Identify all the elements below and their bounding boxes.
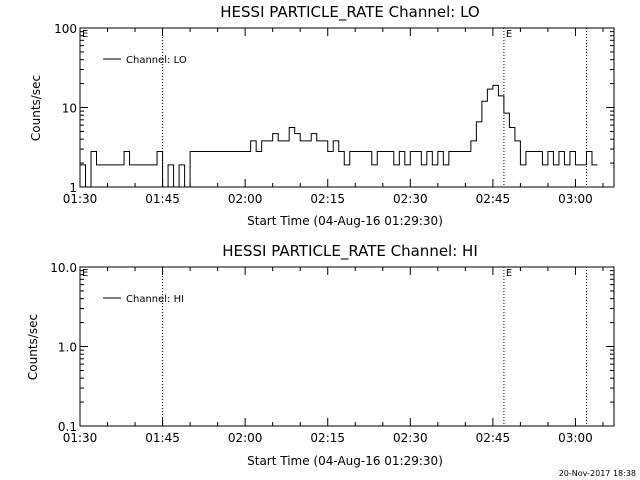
lo-chart-title: HESSI PARTICLE_RATE Channel: LO [220, 3, 479, 22]
lo-channel-panel: HESSI PARTICLE_RATE Channel: LO 01:30 01:… [29, 3, 615, 228]
x-tick-label: 01:45 [145, 431, 180, 445]
hi-y-axis-label: Counts/sec [26, 314, 40, 380]
lo-left-e-label: E [82, 29, 88, 40]
lo-x-axis-label: Start Time (04-Aug-16 01:29:30) [247, 214, 443, 228]
y-tick-label: 10 [62, 102, 77, 116]
x-tick-label: 02:15 [310, 431, 345, 445]
lo-y-ticks: 1 10 100 [54, 22, 614, 195]
x-tick-label: 02:00 [228, 192, 263, 206]
hi-chart-title: HESSI PARTICLE_RATE Channel: HI [222, 242, 478, 261]
x-tick-label: 02:30 [393, 431, 428, 445]
x-tick-label: 01:30 [63, 192, 98, 206]
hi-event-markers: E [162, 267, 587, 426]
y-tick-label: 10.0 [50, 261, 77, 275]
hi-legend-label: Channel: HI [126, 294, 184, 305]
x-tick-label: 02:45 [476, 192, 511, 206]
lo-y-axis-label: Counts/sec [29, 75, 43, 141]
y-tick-label: 1.0 [58, 341, 77, 355]
y-tick-label: 0.1 [58, 420, 77, 434]
x-tick-label: 03:00 [558, 192, 593, 206]
hi-channel-panel: HESSI PARTICLE_RATE Channel: HI 01:30 01:… [26, 242, 615, 468]
x-tick-label: 01:30 [63, 431, 98, 445]
lo-legend-label: Channel: LO [126, 55, 187, 66]
event-marker-label: E [506, 29, 512, 40]
hi-y-ticks: 0.1 1.0 10.0 [50, 261, 614, 434]
x-tick-label: 02:45 [476, 431, 511, 445]
footer-timestamp: 20-Nov-2017 18:38 [559, 469, 636, 478]
hi-x-axis-label: Start Time (04-Aug-16 01:29:30) [247, 454, 443, 468]
x-tick-label: 01:45 [145, 192, 180, 206]
x-tick-label: 02:00 [228, 431, 263, 445]
event-marker-label: E [506, 268, 512, 279]
lo-rate-series-line [80, 84, 598, 188]
y-tick-label: 100 [54, 22, 77, 36]
x-tick-label: 03:00 [558, 431, 593, 445]
hi-plot-frame [79, 266, 615, 427]
lo-event-markers: E [162, 28, 587, 187]
y-tick-label: 1 [69, 181, 77, 195]
x-tick-label: 02:30 [393, 192, 428, 206]
lo-plot-frame [79, 27, 615, 188]
x-tick-label: 02:15 [310, 192, 345, 206]
hi-left-e-label: E [82, 268, 88, 279]
lo-x-ticks: 01:30 01:45 02:00 02:15 02:30 02:45 03:00 [63, 28, 604, 206]
hi-x-ticks: 01:30 01:45 02:00 02:15 02:30 02:45 03:00 [63, 267, 604, 445]
